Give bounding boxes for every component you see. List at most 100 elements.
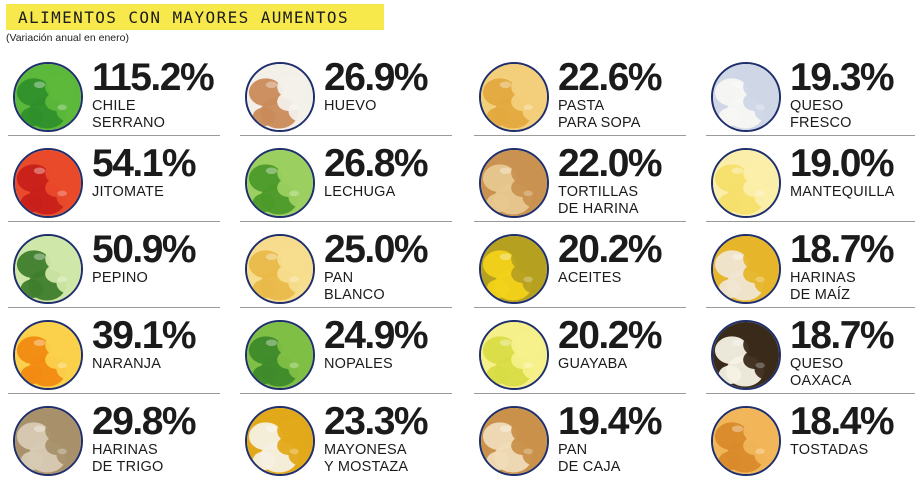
divider bbox=[706, 393, 915, 394]
divider bbox=[706, 221, 915, 222]
food-item: 115.2% CHILE SERRANO bbox=[8, 56, 220, 136]
lechuga-icon bbox=[245, 148, 315, 218]
tostadas-icon bbox=[711, 406, 781, 476]
food-item: 25.0% PAN BLANCO bbox=[240, 228, 452, 308]
food-name: HUEVO bbox=[324, 98, 377, 115]
huevo-icon bbox=[245, 62, 315, 132]
food-name-line1: PASTA bbox=[558, 98, 605, 114]
divider bbox=[8, 221, 220, 222]
mantequilla-icon bbox=[711, 148, 781, 218]
naranja-icon bbox=[13, 320, 83, 390]
title-banner: ALIMENTOS CON MAYORES AUMENTOS bbox=[6, 4, 384, 30]
food-name-line1: NOPALES bbox=[324, 356, 393, 372]
food-item: 20.2% GUAYABA bbox=[474, 314, 686, 394]
harina-maiz-icon bbox=[711, 234, 781, 304]
food-name: PAN BLANCO bbox=[324, 270, 385, 304]
food-name-line2: SERRANO bbox=[92, 115, 166, 131]
divider bbox=[474, 221, 686, 222]
food-item: 20.2% ACEITES bbox=[474, 228, 686, 308]
divider bbox=[474, 393, 686, 394]
food-name: PAN DE CAJA bbox=[558, 442, 621, 476]
food-name-line2: OAXACA bbox=[790, 373, 852, 389]
increase-percent: 50.9% bbox=[92, 228, 197, 271]
food-item: 26.8% LECHUGA bbox=[240, 142, 452, 222]
divider bbox=[706, 307, 915, 308]
chile-serrano-icon bbox=[13, 62, 83, 132]
tortillas-harina-icon bbox=[479, 148, 549, 218]
food-item: 19.4% PAN DE CAJA bbox=[474, 400, 686, 480]
food-name-line2: DE HARINA bbox=[558, 201, 639, 217]
page-subtitle: (Variación anual en enero) bbox=[6, 32, 129, 44]
guayaba-icon bbox=[479, 320, 549, 390]
food-name-line1: ACEITES bbox=[558, 270, 622, 286]
food-name-line1: MAYONESA bbox=[324, 442, 407, 458]
food-name-line1: PAN bbox=[558, 442, 588, 458]
divider bbox=[474, 135, 686, 136]
food-name-line1: CHILE bbox=[92, 98, 136, 114]
food-name-line2: FRESCO bbox=[790, 115, 852, 131]
increase-percent: 25.0% bbox=[324, 228, 429, 271]
food-name: ACEITES bbox=[558, 270, 621, 287]
food-item: 18.4% TOSTADAS bbox=[706, 400, 915, 480]
page-title: ALIMENTOS CON MAYORES AUMENTOS bbox=[18, 8, 349, 27]
food-item: 19.3% QUESO FRESCO bbox=[706, 56, 915, 136]
food-item: 24.9% NOPALES bbox=[240, 314, 452, 394]
food-name-line2: DE CAJA bbox=[558, 459, 621, 475]
increase-percent: 18.7% bbox=[790, 314, 895, 357]
nopales-icon bbox=[245, 320, 315, 390]
increase-percent: 39.1% bbox=[92, 314, 197, 357]
food-grid: 115.2% CHILE SERRANO 54.1% JITOMATE 50.9% PE… bbox=[8, 56, 915, 490]
food-name-line1: HUEVO bbox=[324, 98, 377, 114]
pan-caja-icon bbox=[479, 406, 549, 476]
food-name-line1: LECHUGA bbox=[324, 184, 396, 200]
food-item: 22.0% TORTILLAS DE HARINA bbox=[474, 142, 686, 222]
food-item: 22.6% PASTA PARA SOPA bbox=[474, 56, 686, 136]
increase-percent: 18.7% bbox=[790, 228, 895, 271]
food-name: MAYONESA Y MOSTAZA bbox=[324, 442, 408, 476]
queso-fresco-icon bbox=[711, 62, 781, 132]
increase-percent: 20.2% bbox=[558, 228, 663, 271]
increase-percent: 18.4% bbox=[790, 400, 895, 443]
divider bbox=[8, 135, 220, 136]
divider bbox=[240, 221, 452, 222]
increase-percent: 54.1% bbox=[92, 142, 197, 185]
increase-percent: 19.3% bbox=[790, 56, 895, 99]
increase-percent: 22.0% bbox=[558, 142, 663, 185]
food-name: CHILE SERRANO bbox=[92, 98, 165, 132]
food-name: NOPALES bbox=[324, 356, 393, 373]
food-name: MANTEQUILLA bbox=[790, 184, 895, 201]
food-name: QUESO FRESCO bbox=[790, 98, 852, 132]
food-name-line1: MANTEQUILLA bbox=[790, 184, 895, 200]
divider bbox=[8, 393, 220, 394]
divider bbox=[240, 135, 452, 136]
increase-percent: 24.9% bbox=[324, 314, 429, 357]
food-name: TOSTADAS bbox=[790, 442, 868, 459]
food-name-line2: PARA SOPA bbox=[558, 115, 641, 131]
food-item: 26.9% HUEVO bbox=[240, 56, 452, 136]
food-name-line1: HARINAS bbox=[92, 442, 158, 458]
food-name-line1: GUAYABA bbox=[558, 356, 628, 372]
food-name: PASTA PARA SOPA bbox=[558, 98, 641, 132]
food-item: 23.3% MAYONESA Y MOSTAZA bbox=[240, 400, 452, 480]
food-name-line1: PAN bbox=[324, 270, 354, 286]
food-name-line1: QUESO bbox=[790, 356, 844, 372]
food-name-line2: DE MAÍZ bbox=[790, 287, 851, 303]
divider bbox=[8, 307, 220, 308]
divider bbox=[706, 135, 915, 136]
increase-percent: 19.4% bbox=[558, 400, 663, 443]
food-name-line1: TOSTADAS bbox=[790, 442, 869, 458]
food-name: GUAYABA bbox=[558, 356, 627, 373]
food-name-line1: JITOMATE bbox=[92, 184, 164, 200]
food-item: 29.8% HARINAS DE TRIGO bbox=[8, 400, 220, 480]
food-item: 50.9% PEPINO bbox=[8, 228, 220, 308]
food-item: 54.1% JITOMATE bbox=[8, 142, 220, 222]
divider bbox=[474, 307, 686, 308]
increase-percent: 115.2% bbox=[92, 56, 215, 99]
food-name: NARANJA bbox=[92, 356, 161, 373]
increase-percent: 26.9% bbox=[324, 56, 429, 99]
food-name-line1: PEPINO bbox=[92, 270, 148, 286]
jitomate-icon bbox=[13, 148, 83, 218]
food-item: 19.0% MANTEQUILLA bbox=[706, 142, 915, 222]
food-name: TORTILLAS DE HARINA bbox=[558, 184, 639, 218]
increase-percent: 23.3% bbox=[324, 400, 429, 443]
